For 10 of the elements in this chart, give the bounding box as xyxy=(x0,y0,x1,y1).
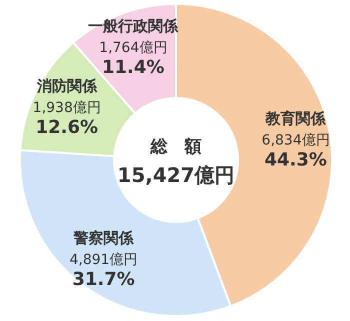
data-label: 1,938億円 12.6% xyxy=(32,100,101,138)
slice-label: 警察関係 xyxy=(72,228,135,247)
data-label: 4,891億円 31.7% xyxy=(70,252,138,290)
slice-label: 一般行政関係 xyxy=(88,17,180,36)
slice-label: 教育関係 xyxy=(264,109,327,128)
data-label: 1,764億円 11.4% xyxy=(99,40,168,78)
data-label: 6,834億円 44.3% xyxy=(262,132,330,170)
slice-label: 消防関係 xyxy=(36,77,98,96)
text: 15,427億円 xyxy=(117,163,235,187)
text: 総 額 xyxy=(150,137,202,157)
